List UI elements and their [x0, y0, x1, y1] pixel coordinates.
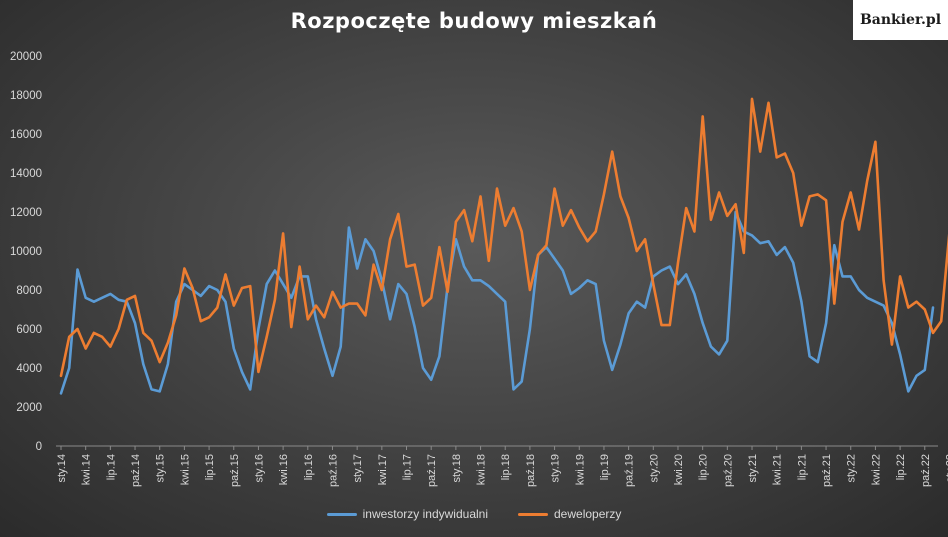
- legend-label-developers: deweloperzy: [554, 507, 622, 521]
- y-tick-label: 18000: [10, 90, 42, 102]
- x-tick-label: kwi.18: [476, 454, 488, 485]
- legend-swatch-individual: [326, 512, 357, 516]
- x-tick-label: sty.17: [352, 454, 364, 483]
- x-tick-label: paź.17: [426, 454, 438, 487]
- legend-item-developers: deweloperzy: [518, 507, 621, 521]
- x-tick-label: kwi.16: [278, 454, 290, 485]
- x-tick-label: paź.16: [327, 454, 339, 487]
- x-tick-label: sty.20: [648, 454, 660, 483]
- x-tick-label: lip.19: [599, 454, 611, 480]
- x-tick-label: paź.20: [722, 454, 734, 487]
- x-tick-label: kwi.17: [377, 454, 389, 485]
- y-tick-label: 20000: [10, 51, 42, 63]
- x-tick-label: lip.14: [105, 454, 117, 480]
- x-tick-label: lip.17: [402, 454, 414, 480]
- y-tick-label: 4000: [16, 363, 42, 375]
- y-tick-label: 8000: [16, 285, 42, 297]
- x-tick-label: paź.19: [624, 454, 636, 487]
- series-line-developers: [59, 97, 948, 378]
- x-tick-label: kwi.15: [179, 454, 191, 485]
- x-tick-label: sty.14: [56, 454, 68, 483]
- x-tick-label: sty.22: [846, 454, 858, 483]
- x-tick-label: lip.22: [895, 454, 907, 480]
- y-tick-label: 14000: [10, 168, 42, 180]
- y-tick-label: 6000: [16, 324, 42, 336]
- y-tick-label: 0: [36, 441, 42, 453]
- x-tick-label: kwi.19: [574, 454, 586, 485]
- x-tick-label: paź.18: [525, 454, 537, 487]
- series-line-individual: [59, 210, 935, 395]
- x-tick-label: kwi.22: [870, 454, 882, 485]
- x-tick-label: lip.20: [698, 454, 710, 480]
- legend-swatch-developers: [518, 512, 548, 516]
- x-tick-label: kwi.21: [772, 454, 784, 485]
- y-tick-label: 2000: [16, 402, 42, 414]
- y-tick-label: 12000: [10, 207, 42, 219]
- x-tick-label: sty.21: [747, 454, 759, 483]
- x-tick-label: paź.22: [920, 454, 932, 487]
- x-tick-label: lip.21: [796, 454, 808, 480]
- chart-legend: inwestorzy indywidualni deweloperzy: [0, 507, 948, 521]
- y-tick-label: 16000: [10, 129, 42, 141]
- chart-title: Rozpoczęte budowy mieszkań: [290, 9, 658, 33]
- x-tick-label: sty.16: [253, 454, 265, 483]
- x-tick-label: paź.15: [229, 454, 241, 487]
- x-tick-label: kwi.14: [81, 454, 93, 485]
- x-tick-label: lip.16: [303, 454, 315, 480]
- x-tick-label: lip.15: [204, 454, 216, 480]
- bankier-logo: Bankier.pl: [853, 0, 948, 40]
- x-tick-label: sty.18: [451, 454, 463, 483]
- y-tick-label: 10000: [10, 246, 42, 258]
- x-tick-label: sty.15: [155, 454, 167, 483]
- x-tick-label: kwi.20: [673, 454, 685, 485]
- x-tick-label: paź.14: [130, 454, 142, 487]
- x-tick-label: sty.19: [550, 454, 562, 483]
- x-tick-label: paź.21: [821, 454, 833, 487]
- legend-item-individual: inwestorzy indywidualni: [326, 507, 488, 521]
- legend-label-individual: inwestorzy indywidualni: [362, 507, 488, 521]
- x-tick-label: lip.18: [500, 454, 512, 480]
- x-tick-label: sty.23: [944, 454, 948, 483]
